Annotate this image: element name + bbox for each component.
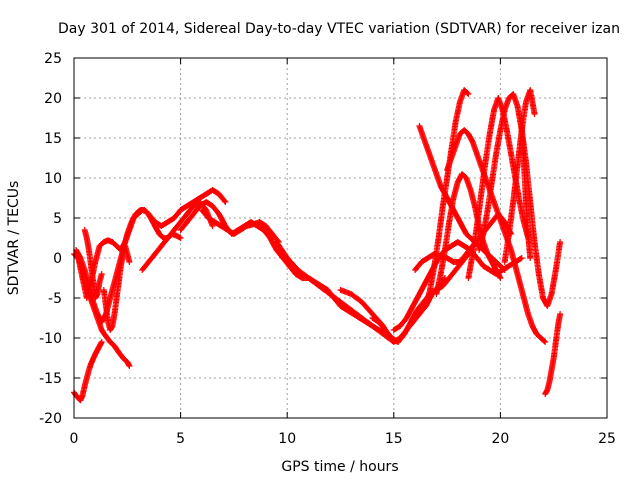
y-tick-label: 25	[44, 51, 62, 67]
x-tick-label: 25	[598, 431, 616, 447]
grid-lines	[74, 58, 607, 418]
series-track-19	[465, 95, 532, 281]
y-tick-labels: -20 -15 -10 -5 0 5 10 15 20 25	[39, 51, 62, 427]
data-points	[71, 87, 564, 404]
x-tick-label: 10	[278, 431, 296, 447]
point-markers	[518, 123, 534, 261]
x-tick-label: 0	[70, 431, 79, 447]
series-track-6	[100, 243, 133, 333]
point-markers	[81, 227, 105, 301]
series-track-2	[71, 339, 105, 404]
y-axis-label: SDTVAR / TECUs	[6, 181, 22, 296]
x-axis-label: GPS time / hours	[281, 459, 398, 475]
series-track-22	[518, 123, 534, 261]
point-markers	[465, 95, 532, 281]
x-tick-label: 15	[385, 431, 403, 447]
series-track-5	[81, 227, 105, 301]
chart-title: Day 301 of 2014, Sidereal Day-to-day VTE…	[58, 21, 620, 37]
point-markers	[100, 243, 133, 333]
y-tick-label: 15	[44, 131, 62, 147]
plot-frame	[73, 57, 608, 419]
x-tick-label: 20	[491, 431, 509, 447]
point-markers	[198, 207, 282, 245]
y-tick-label: -15	[39, 371, 62, 387]
series-track-23	[542, 311, 564, 397]
y-tick-label: -20	[39, 411, 62, 427]
point-markers	[71, 339, 105, 404]
y-tick-label: 0	[53, 251, 62, 267]
y-tick-label: -5	[48, 291, 62, 307]
y-tick-label: 10	[44, 171, 62, 187]
y-tick-label: 5	[53, 211, 62, 227]
series-track-9	[198, 207, 282, 245]
x-tick-labels: 0 5 10 15 20 25	[70, 431, 616, 447]
y-tick-label: 20	[44, 91, 62, 107]
x-tick-label: 5	[176, 431, 185, 447]
y-tick-label: -10	[39, 331, 62, 347]
point-markers	[542, 311, 564, 397]
